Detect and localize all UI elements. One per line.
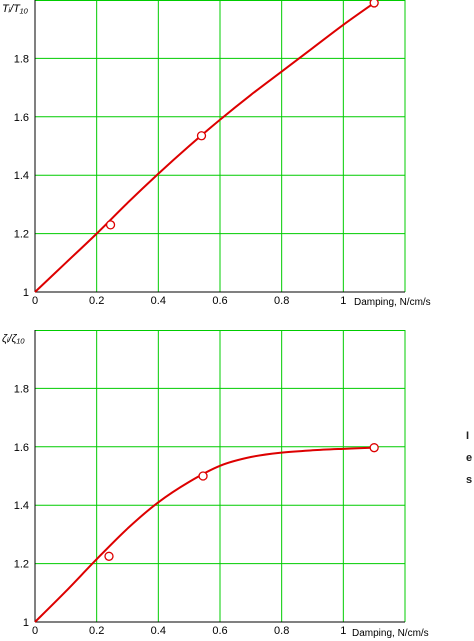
x-tick-label-bottom-0: 0	[32, 625, 38, 637]
chart-bottom: 0 0.2 0.4 0.6 0.8 1 1 1.2 1.4 1.6 1.8 ζᵢ/ζ₁₀ Damp…	[2, 330, 429, 639]
marker-layer-top	[105, 0, 379, 230]
cropped-edge-text-1: I	[466, 430, 470, 442]
x-tick-label-top-0: 0	[32, 295, 38, 307]
y-tick-labels-top: 1 1.2 1.4 1.6 1.8	[14, 53, 29, 299]
y-axis-label-top: Tᵢ/T₁₀	[2, 3, 28, 15]
y-tick-label-bottom-1: 1.2	[14, 559, 29, 571]
x-tick-label-bottom-2: 0.4	[151, 625, 166, 637]
data-point-top-0	[105, 220, 116, 230]
y-tick-labels-bottom: 1 1.2 1.4 1.6 1.8	[14, 383, 29, 629]
x-tick-label-top-1: 0.2	[89, 295, 104, 307]
data-point-bottom-1	[198, 471, 208, 481]
x-tick-label-bottom-3: 0.6	[212, 625, 227, 637]
cropped-edge-text-3: s	[466, 474, 473, 486]
y-tick-label-bottom-0: 1	[23, 617, 29, 629]
x-tick-labels-top: 0 0.2 0.4 0.6 0.8 1	[32, 295, 346, 307]
y-tick-label-top-0: 1	[23, 287, 29, 299]
data-point-bottom-0	[104, 551, 114, 561]
gridlines-bottom	[35, 330, 406, 622]
y-tick-label-bottom-4: 1.8	[14, 383, 29, 395]
x-tick-label-top-5: 1	[340, 295, 346, 307]
y-axis-label-bottom: ζᵢ/ζ₁₀	[2, 333, 25, 345]
data-point-top-2	[369, 0, 379, 8]
cropped-edge-text-2: e	[466, 452, 473, 464]
data-point-bottom-2	[369, 443, 379, 453]
y-tick-label-top-1: 1.2	[14, 229, 29, 241]
x-axis-label-bottom: Damping, N/cm/s	[352, 628, 429, 639]
x-tick-labels-bottom: 0 0.2 0.4 0.6 0.8 1	[32, 625, 346, 637]
x-tick-label-top-3: 0.6	[212, 295, 227, 307]
gridlines-top	[35, 0, 406, 292]
y-tick-label-top-2: 1.4	[14, 170, 29, 182]
y-tick-label-top-3: 1.6	[14, 112, 29, 124]
x-tick-label-top-2: 0.4	[151, 295, 166, 307]
x-tick-label-bottom-1: 0.2	[89, 625, 104, 637]
x-tick-label-top-4: 0.8	[274, 295, 289, 307]
x-axis-label-top: Damping, N/cm/s	[354, 297, 431, 308]
x-tick-label-bottom-4: 0.8	[274, 625, 289, 637]
x-tick-label-bottom-5: 1	[340, 625, 346, 637]
marker-layer-bottom	[104, 443, 379, 561]
y-tick-label-top-4: 1.8	[14, 53, 29, 65]
chart-top: 0 0.2 0.4 0.6 0.8 1 1 1.2 1.4 1.6 1.8 Tᵢ/T₁₀ Damp…	[2, 0, 431, 308]
y-tick-label-bottom-3: 1.6	[14, 442, 29, 454]
y-tick-label-bottom-2: 1.4	[14, 500, 29, 512]
data-point-top-1	[196, 131, 207, 141]
